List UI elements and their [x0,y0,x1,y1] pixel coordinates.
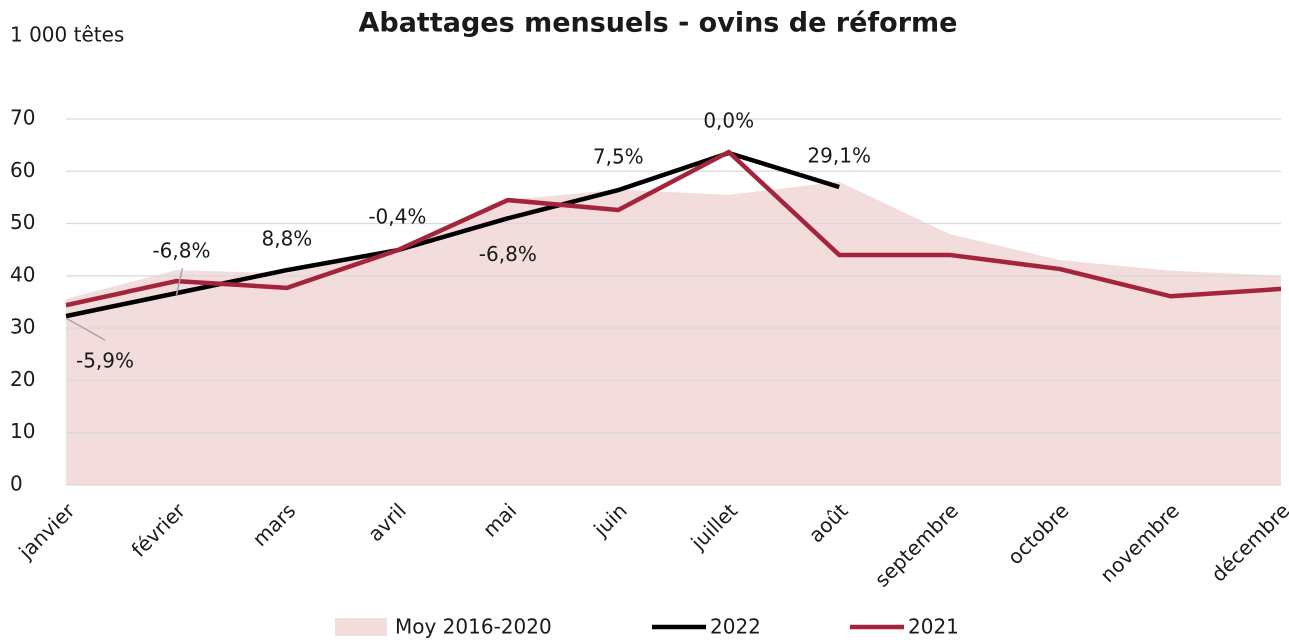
x-tick-label: mai [478,498,521,541]
legend-swatch [335,618,387,636]
x-tick-label: mars [248,498,301,551]
y-tick-label: 30 [10,315,35,339]
x-tick-label: février [127,498,191,562]
leader-line [65,317,106,341]
y-tick-label: 20 [10,367,35,391]
annotation: -5,9% [76,349,134,373]
annotation: -0,4% [368,205,426,229]
x-tick-label: janvier [13,498,80,565]
x-tick-label: octobre [1003,498,1074,569]
x-tick-label: juillet [686,498,743,555]
y-tick-label: 0 [10,472,23,496]
annotation: 7,5% [593,145,644,169]
x-tick-label: novembre [1095,498,1184,587]
x-tick-label: décembre [1206,498,1289,586]
chart-title: Abattages mensuels - ovins de réforme [358,8,957,39]
annotation: 29,1% [807,143,871,167]
line [65,149,1282,308]
y-tick-label: 40 [10,262,35,286]
x-tick-label: avril [363,498,411,546]
y-tick-label: 10 [10,419,35,443]
annotation: 8,8% [262,227,313,251]
x-tick-label: août [804,498,853,547]
x-tick-label: septembre [870,498,963,591]
leader-line [175,267,184,296]
legend-label: 2021 [908,615,959,639]
x-tick-label: juin [588,498,631,541]
legend-label: 2022 [710,615,761,639]
legend-label: Moy 2016-2020 [395,615,552,639]
y-tick-label: 60 [10,158,35,182]
y-tick-label: 50 [10,210,35,234]
annotation: -6,8% [479,242,537,266]
area [66,181,1281,485]
y-tick-label: 70 [10,106,35,130]
y-axis-label: 1 000 têtes [10,23,124,47]
annotation: -6,8% [152,239,210,263]
annotation: 0,0% [703,108,754,132]
